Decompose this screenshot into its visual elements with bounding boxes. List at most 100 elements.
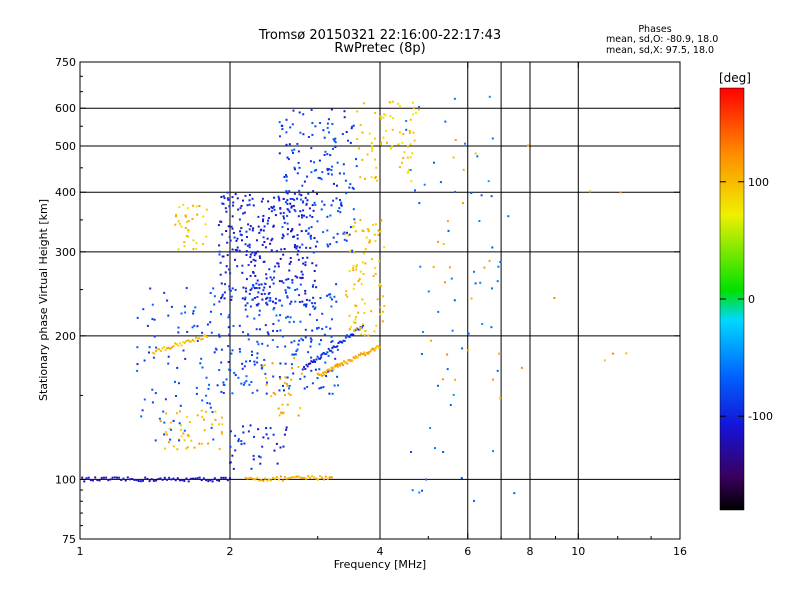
data-point <box>143 398 146 401</box>
data-point <box>409 143 412 146</box>
data-point <box>208 383 210 386</box>
data-point <box>231 215 234 218</box>
data-point <box>245 287 247 290</box>
data-point <box>264 246 267 249</box>
data-point <box>260 200 263 203</box>
data-point <box>331 346 334 349</box>
data-point <box>312 209 315 212</box>
data-point <box>349 141 352 144</box>
data-point <box>279 135 281 138</box>
data-point <box>261 445 264 448</box>
data-point <box>271 237 274 240</box>
x-tick-label: 4 <box>377 545 384 558</box>
data-point <box>266 222 269 225</box>
data-point <box>179 222 181 225</box>
data-point <box>261 342 264 345</box>
data-point <box>345 192 348 195</box>
data-point <box>213 303 216 306</box>
data-point <box>313 279 316 282</box>
data-point <box>148 346 151 349</box>
data-point <box>229 289 232 292</box>
data-point <box>267 200 270 203</box>
data-point <box>284 362 287 365</box>
data-point <box>357 311 360 314</box>
data-point <box>209 292 212 294</box>
data-point <box>272 282 275 285</box>
data-point <box>251 391 254 394</box>
data-point <box>220 348 223 351</box>
data-point <box>311 204 314 207</box>
data-point <box>322 478 325 481</box>
data-point <box>290 363 293 366</box>
data-point <box>218 333 221 336</box>
data-point <box>256 250 259 253</box>
data-point <box>300 194 303 197</box>
data-point <box>490 195 493 198</box>
data-point <box>227 198 230 201</box>
data-point <box>161 347 164 350</box>
data-point <box>330 341 333 343</box>
data-point <box>308 362 310 365</box>
data-point <box>262 436 265 439</box>
data-point <box>168 476 171 479</box>
data-point <box>453 299 456 302</box>
data-point <box>166 299 169 302</box>
data-point <box>343 340 346 342</box>
data-point <box>221 255 224 258</box>
data-point <box>253 360 256 363</box>
data-point <box>167 355 170 358</box>
data-point <box>151 318 154 321</box>
data-point <box>293 198 296 201</box>
data-point <box>283 475 286 478</box>
data-point <box>291 149 294 152</box>
data-point <box>405 128 408 131</box>
data-point <box>262 261 265 263</box>
data-point <box>348 336 351 338</box>
data-point <box>337 384 339 387</box>
data-point <box>331 318 333 321</box>
data-point <box>449 404 452 406</box>
data-point <box>454 139 457 141</box>
data-point <box>275 314 278 317</box>
data-point <box>252 227 255 230</box>
data-point <box>286 214 289 217</box>
data-point <box>221 295 224 298</box>
data-point <box>238 218 241 221</box>
data-point <box>462 202 464 205</box>
data-point <box>304 264 307 267</box>
data-point <box>291 353 294 356</box>
data-point <box>216 479 218 482</box>
data-point <box>228 368 231 371</box>
x-axis-label: Frequency [MHz] <box>334 558 426 571</box>
data-point <box>192 248 195 251</box>
data-point <box>279 299 282 302</box>
data-point <box>184 227 187 229</box>
data-point <box>331 123 334 125</box>
data-point <box>187 230 190 233</box>
data-point <box>275 250 278 253</box>
data-point <box>154 392 157 395</box>
data-point <box>290 205 293 208</box>
data-point <box>279 314 282 317</box>
data-point <box>229 461 231 464</box>
data-point <box>339 199 341 201</box>
data-point <box>257 428 260 431</box>
data-point <box>189 421 191 423</box>
data-point <box>323 203 326 206</box>
data-point <box>248 199 251 202</box>
data-point <box>299 407 302 410</box>
data-point <box>219 220 222 223</box>
data-point <box>377 229 380 232</box>
data-point <box>326 153 329 156</box>
data-point <box>299 320 302 323</box>
data-point <box>207 387 210 390</box>
data-point <box>170 478 173 481</box>
data-point <box>258 231 261 234</box>
data-point <box>237 208 240 211</box>
data-point <box>324 150 327 153</box>
data-point <box>255 252 257 255</box>
data-point <box>331 165 334 168</box>
data-point <box>191 326 194 329</box>
data-point <box>299 476 302 479</box>
data-point <box>239 233 242 236</box>
